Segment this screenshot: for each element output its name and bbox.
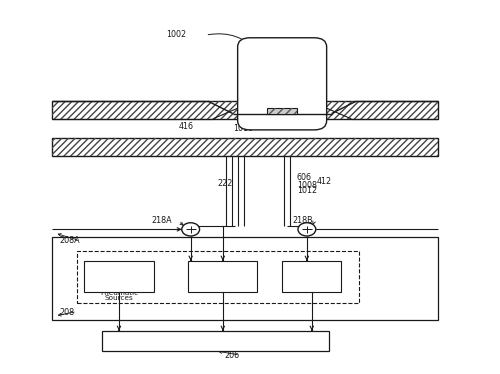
Text: 1002: 1002 [166, 30, 186, 39]
Text: Sensor(s): Sensor(s) [206, 278, 240, 284]
Bar [282, 261, 342, 292]
Text: 222: 222 [218, 179, 233, 188]
Bar [52, 101, 438, 119]
Bar [268, 108, 297, 114]
Text: 416: 416 [178, 122, 194, 131]
Text: Vacuum: Vacuum [297, 270, 326, 276]
Text: 1014: 1014 [391, 103, 411, 112]
Circle shape [182, 223, 200, 236]
Text: Pneumatic: Pneumatic [100, 290, 138, 296]
Text: 208A: 208A [60, 236, 80, 245]
Text: 206: 206 [224, 351, 240, 360]
Bar [52, 237, 438, 320]
Text: 608: 608 [314, 282, 330, 291]
Text: 412: 412 [317, 177, 332, 186]
Bar [52, 138, 438, 156]
Bar [77, 251, 359, 303]
Text: 606: 606 [297, 173, 312, 182]
Bar [188, 261, 258, 292]
Bar [84, 261, 154, 292]
Text: Sources: Sources [104, 295, 134, 301]
Text: 1016: 1016 [232, 124, 252, 133]
Text: 208: 208 [60, 308, 75, 317]
Bar [52, 101, 438, 119]
Text: Control Circuitry: Control Circuitry [181, 336, 250, 345]
Text: Source: Source [300, 278, 324, 284]
Text: 218A: 218A [151, 217, 172, 226]
Text: 1012: 1012 [297, 186, 317, 195]
FancyBboxPatch shape [238, 38, 326, 130]
Text: 218B: 218B [292, 217, 312, 226]
Bar [268, 108, 297, 114]
Circle shape [298, 223, 316, 236]
Bar [102, 331, 329, 351]
Bar [52, 119, 438, 138]
Text: 1004: 1004 [54, 103, 74, 112]
Text: 410: 410 [245, 96, 260, 105]
Text: Pressure: Pressure [104, 270, 134, 276]
Text: Source: Source [106, 278, 132, 284]
Text: 418: 418 [272, 122, 287, 131]
Text: 304B: 304B [198, 282, 218, 291]
Text: 1008: 1008 [297, 181, 317, 190]
Text: 1006: 1006 [398, 145, 418, 155]
Text: Pressure: Pressure [207, 270, 238, 276]
Bar [52, 138, 438, 156]
